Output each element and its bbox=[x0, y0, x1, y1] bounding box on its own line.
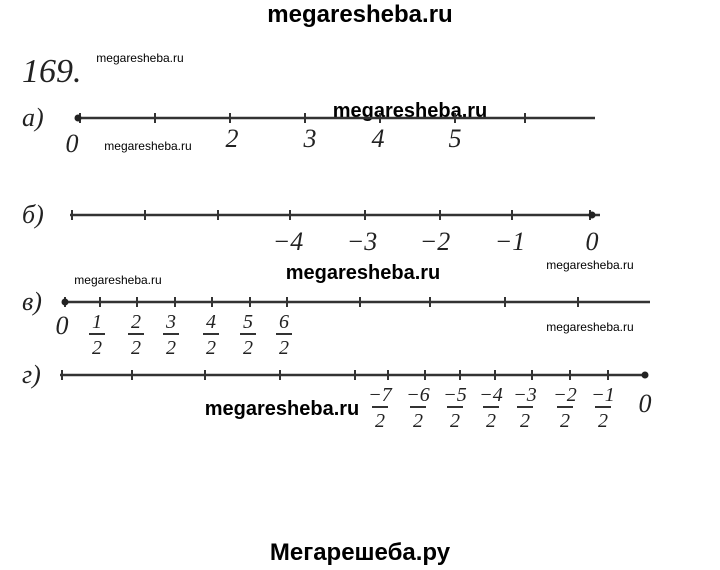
fraction-numerator: −1 bbox=[591, 384, 615, 406]
footer: Мегарешеба.ру bbox=[270, 539, 451, 566]
origin-dot bbox=[74, 114, 82, 122]
tick-label: −3 bbox=[347, 227, 378, 256]
tick-label: 0 bbox=[66, 129, 79, 158]
tick-label: −2 bbox=[420, 227, 451, 256]
origin-dot bbox=[588, 211, 596, 219]
fraction-numerator: 2 bbox=[131, 311, 141, 333]
watermark: megaresheba.ru bbox=[74, 273, 161, 287]
fraction-numerator: 3 bbox=[165, 311, 176, 333]
fraction-denominator: 2 bbox=[560, 410, 570, 432]
fraction-denominator: 2 bbox=[520, 410, 530, 432]
header-title: megaresheba.ru bbox=[267, 1, 452, 28]
part-label: а) bbox=[22, 103, 44, 132]
fraction-denominator: 2 bbox=[131, 337, 141, 359]
fraction-denominator: 2 bbox=[486, 410, 496, 432]
fraction-numerator: 5 bbox=[243, 311, 253, 333]
fraction-denominator: 2 bbox=[279, 337, 289, 359]
part-label: в) bbox=[22, 287, 42, 316]
fraction-denominator: 2 bbox=[598, 410, 608, 432]
watermark: megaresheba.ru bbox=[96, 51, 183, 65]
tick-label: 0 bbox=[56, 311, 69, 340]
tick-label: −4 bbox=[273, 227, 304, 256]
tick-label: 5 bbox=[449, 124, 462, 153]
fraction-denominator: 2 bbox=[450, 410, 460, 432]
tick-label: 3 bbox=[303, 124, 317, 153]
fraction-denominator: 2 bbox=[413, 410, 423, 432]
tick-label: 0 bbox=[586, 227, 599, 256]
fraction-denominator: 2 bbox=[166, 337, 176, 359]
fraction-denominator: 2 bbox=[92, 337, 102, 359]
watermark: megaresheba.ru bbox=[205, 398, 360, 420]
watermark: megaresheba.ru bbox=[546, 320, 633, 334]
origin-dot bbox=[61, 298, 69, 306]
fraction-numerator: −7 bbox=[368, 384, 392, 406]
fraction-denominator: 2 bbox=[206, 337, 216, 359]
fraction-numerator: −5 bbox=[443, 384, 467, 406]
fraction-denominator: 2 bbox=[375, 410, 385, 432]
fraction-numerator: −4 bbox=[479, 384, 503, 406]
watermark: megaresheba.ru bbox=[104, 139, 191, 153]
fraction-numerator: 6 bbox=[279, 311, 289, 333]
tick-label: 2 bbox=[226, 124, 239, 153]
watermark: megaresheba.ru bbox=[286, 262, 441, 284]
fraction-numerator: −2 bbox=[553, 384, 577, 406]
watermark: megaresheba.ru bbox=[333, 100, 488, 122]
tick-label: 0 bbox=[639, 389, 652, 418]
problem-number: 169. bbox=[22, 53, 82, 90]
tick-label: −1 bbox=[495, 227, 526, 256]
fraction-numerator: −6 bbox=[406, 384, 430, 406]
tick-label: 4 bbox=[372, 124, 385, 153]
part-label: г) bbox=[22, 360, 41, 389]
fraction-numerator: 1 bbox=[92, 311, 102, 333]
fraction-numerator: 4 bbox=[206, 311, 216, 333]
part-label: б) bbox=[22, 200, 44, 229]
fraction-denominator: 2 bbox=[243, 337, 253, 359]
fraction-numerator: −3 bbox=[513, 384, 537, 406]
watermark: megaresheba.ru bbox=[546, 258, 633, 272]
origin-dot bbox=[641, 371, 649, 379]
